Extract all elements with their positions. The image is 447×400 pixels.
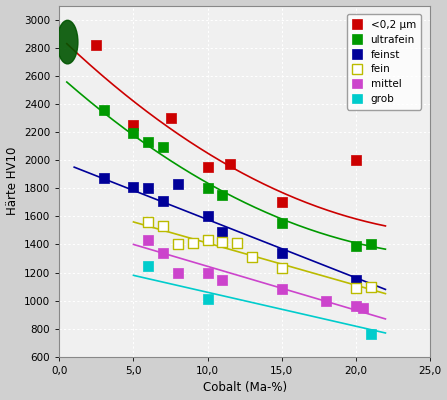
Point bbox=[352, 157, 359, 163]
Point bbox=[204, 213, 211, 220]
Point bbox=[174, 241, 181, 248]
Point bbox=[323, 298, 330, 304]
Point bbox=[204, 269, 211, 276]
Point bbox=[367, 331, 374, 338]
Point bbox=[130, 122, 137, 128]
Point bbox=[367, 241, 374, 248]
Point bbox=[352, 276, 359, 283]
Point bbox=[160, 144, 167, 151]
Point bbox=[219, 276, 226, 283]
Point bbox=[278, 265, 285, 272]
Point bbox=[360, 304, 367, 311]
Point bbox=[174, 269, 181, 276]
Point bbox=[278, 286, 285, 293]
Point bbox=[130, 130, 137, 137]
Point bbox=[145, 237, 152, 244]
Point bbox=[174, 181, 181, 187]
Point bbox=[189, 240, 196, 246]
Point bbox=[352, 285, 359, 291]
Point bbox=[167, 115, 174, 121]
Point bbox=[204, 237, 211, 244]
Point bbox=[93, 42, 100, 48]
Point bbox=[352, 243, 359, 249]
Point bbox=[367, 283, 374, 290]
Point bbox=[160, 250, 167, 256]
Point bbox=[204, 164, 211, 170]
Point bbox=[219, 238, 226, 245]
Point bbox=[145, 219, 152, 225]
Point bbox=[204, 296, 211, 302]
Point bbox=[145, 185, 152, 192]
Point bbox=[219, 228, 226, 235]
Point bbox=[100, 175, 107, 182]
Point bbox=[160, 223, 167, 229]
Point bbox=[278, 250, 285, 256]
Legend: <0,2 μm, ultrafein, feinst, fein, mittel, grob: <0,2 μm, ultrafein, feinst, fein, mittel… bbox=[346, 14, 421, 110]
Point bbox=[100, 106, 107, 113]
Point bbox=[204, 185, 211, 192]
Point bbox=[160, 198, 167, 204]
Point bbox=[145, 262, 152, 269]
Point bbox=[226, 161, 233, 168]
Point bbox=[278, 220, 285, 226]
Point bbox=[249, 254, 256, 260]
Point bbox=[130, 184, 137, 190]
Point bbox=[278, 199, 285, 206]
Point bbox=[234, 240, 241, 246]
Y-axis label: Härte HV10: Härte HV10 bbox=[5, 147, 19, 215]
Point bbox=[145, 139, 152, 145]
X-axis label: Cobalt (Ma-%): Cobalt (Ma-%) bbox=[202, 382, 287, 394]
Point bbox=[352, 303, 359, 310]
Point bbox=[219, 192, 226, 198]
Ellipse shape bbox=[57, 20, 78, 64]
